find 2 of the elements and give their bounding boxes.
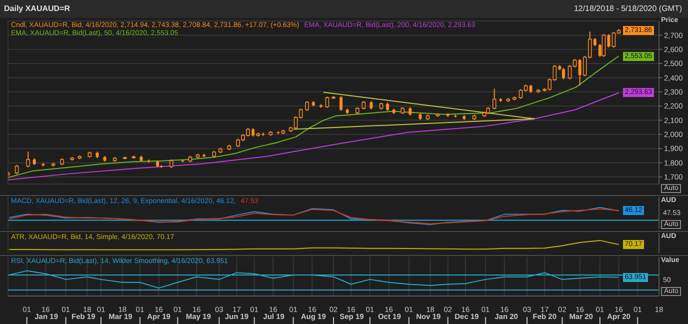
chart-title: Daily XAUAUD=R [4, 4, 70, 13]
chart-subtitle: 12/18/2018 - 5/18/2020 (GMT) [574, 4, 682, 13]
